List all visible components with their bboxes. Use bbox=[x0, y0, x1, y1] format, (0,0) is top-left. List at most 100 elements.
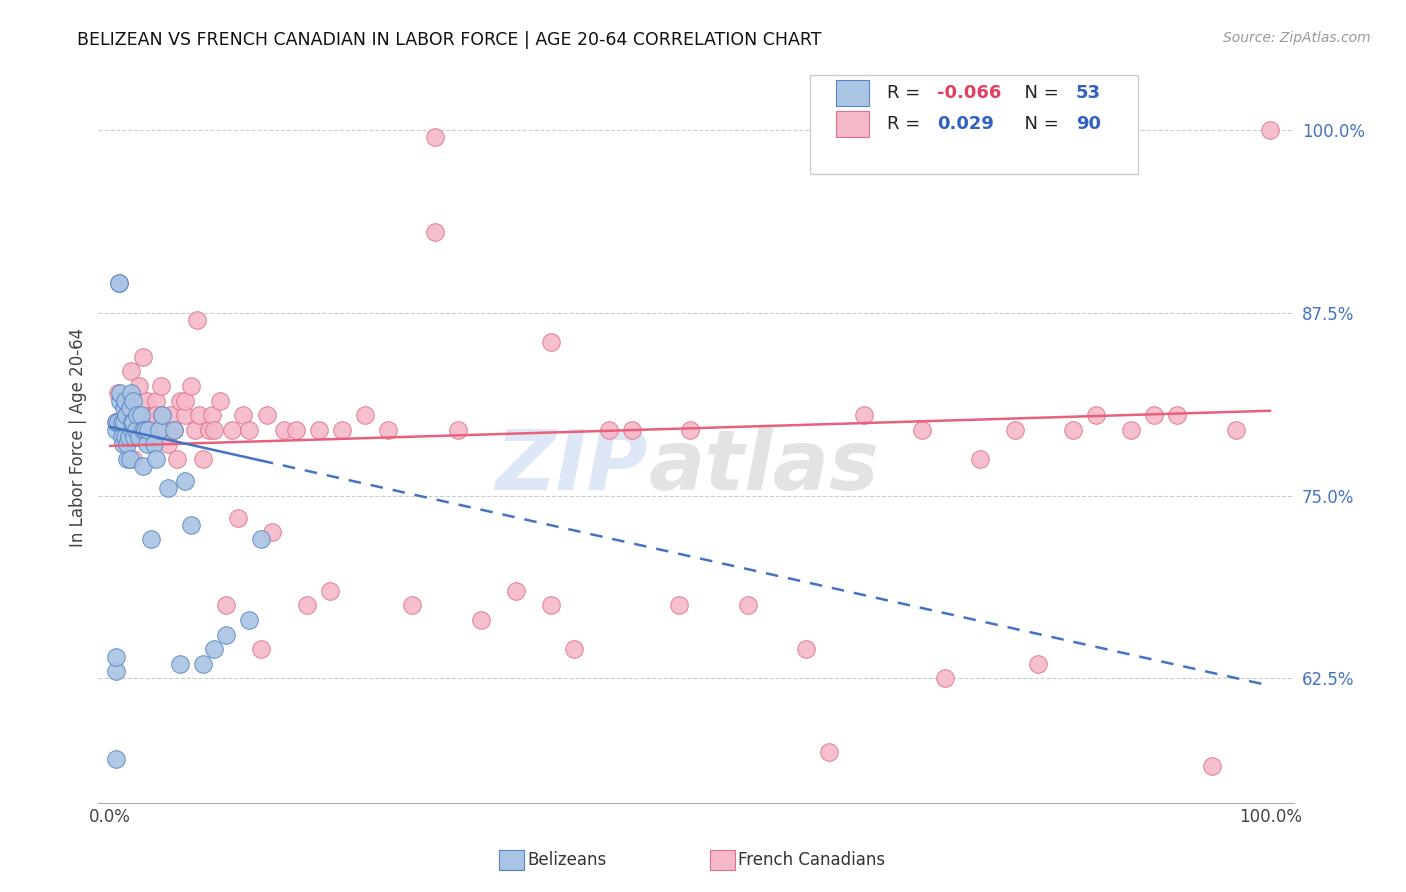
Point bbox=[668, 599, 690, 613]
Point bbox=[104, 416, 127, 430]
Point bbox=[114, 393, 136, 408]
Point bbox=[250, 642, 273, 657]
Point bbox=[1143, 408, 1166, 422]
Point bbox=[136, 437, 159, 451]
Point bbox=[423, 225, 446, 239]
Point bbox=[330, 423, 353, 437]
Point bbox=[621, 423, 644, 437]
Text: 90: 90 bbox=[1076, 115, 1101, 133]
Point bbox=[354, 408, 377, 422]
Point bbox=[297, 599, 319, 613]
Point bbox=[204, 642, 226, 657]
Point bbox=[401, 599, 423, 613]
Point bbox=[159, 408, 181, 422]
Point bbox=[150, 379, 173, 393]
Point bbox=[128, 379, 150, 393]
Point bbox=[150, 408, 173, 422]
Point bbox=[115, 408, 138, 422]
Point bbox=[104, 752, 127, 766]
Point bbox=[505, 583, 527, 598]
Point bbox=[145, 393, 167, 408]
Point bbox=[143, 437, 166, 451]
Point bbox=[143, 408, 166, 422]
Point bbox=[104, 423, 127, 437]
Point bbox=[562, 642, 585, 657]
Point bbox=[121, 423, 143, 437]
Point bbox=[111, 416, 134, 430]
Point bbox=[969, 452, 991, 467]
Point bbox=[107, 386, 129, 401]
Point bbox=[136, 393, 159, 408]
Point bbox=[118, 401, 141, 415]
Point bbox=[174, 408, 197, 422]
Point bbox=[174, 474, 197, 488]
Point bbox=[107, 416, 129, 430]
Point bbox=[818, 745, 841, 759]
Point bbox=[201, 408, 224, 422]
Point bbox=[256, 408, 278, 422]
Point bbox=[232, 408, 254, 422]
Point bbox=[104, 416, 127, 430]
Point bbox=[186, 313, 208, 327]
Point bbox=[853, 408, 876, 422]
Point bbox=[679, 423, 702, 437]
Point bbox=[180, 379, 202, 393]
Point bbox=[221, 423, 243, 437]
Point bbox=[284, 423, 307, 437]
Point bbox=[447, 423, 470, 437]
Text: R =: R = bbox=[887, 115, 932, 133]
Point bbox=[1004, 423, 1026, 437]
Point bbox=[250, 533, 273, 547]
Point bbox=[262, 525, 284, 540]
Point bbox=[117, 393, 139, 408]
Text: N =: N = bbox=[1012, 115, 1064, 133]
Text: R =: R = bbox=[887, 84, 927, 103]
Point bbox=[131, 408, 153, 422]
Point bbox=[377, 423, 399, 437]
Point bbox=[197, 423, 219, 437]
Point bbox=[1258, 123, 1281, 137]
Text: -0.066: -0.066 bbox=[938, 84, 1001, 103]
Y-axis label: In Labor Force | Age 20-64: In Labor Force | Age 20-64 bbox=[69, 327, 87, 547]
Point bbox=[122, 393, 145, 408]
Point bbox=[134, 423, 156, 437]
Bar bbox=[835, 80, 869, 106]
Point bbox=[470, 613, 492, 627]
Point bbox=[183, 423, 205, 437]
Text: Belizeans: Belizeans bbox=[527, 851, 606, 869]
Point bbox=[1201, 759, 1223, 773]
Point bbox=[112, 430, 135, 444]
Point bbox=[114, 393, 136, 408]
Point bbox=[238, 613, 260, 627]
Point bbox=[145, 452, 167, 467]
Point bbox=[215, 627, 238, 641]
Point bbox=[157, 437, 180, 451]
Point bbox=[319, 583, 342, 598]
Point bbox=[110, 393, 132, 408]
Point bbox=[423, 130, 446, 145]
Point bbox=[112, 416, 135, 430]
Point bbox=[111, 437, 134, 451]
Point bbox=[128, 430, 150, 444]
Point bbox=[139, 423, 162, 437]
Point bbox=[169, 657, 191, 671]
Point bbox=[112, 401, 135, 415]
Point bbox=[226, 510, 249, 524]
Point bbox=[155, 423, 177, 437]
Point bbox=[124, 430, 146, 444]
Point bbox=[117, 408, 139, 422]
Point bbox=[540, 599, 562, 613]
Point bbox=[308, 423, 330, 437]
Point bbox=[157, 481, 180, 495]
Point bbox=[120, 386, 142, 401]
Point bbox=[121, 416, 143, 430]
Point bbox=[118, 452, 141, 467]
Point bbox=[125, 408, 148, 422]
Point bbox=[122, 416, 145, 430]
Point bbox=[204, 423, 226, 437]
Point bbox=[150, 408, 173, 422]
Text: BELIZEAN VS FRENCH CANADIAN IN LABOR FORCE | AGE 20-64 CORRELATION CHART: BELIZEAN VS FRENCH CANADIAN IN LABOR FOR… bbox=[77, 31, 823, 49]
Text: French Canadians: French Canadians bbox=[738, 851, 886, 869]
Point bbox=[1119, 423, 1142, 437]
Point bbox=[191, 452, 214, 467]
